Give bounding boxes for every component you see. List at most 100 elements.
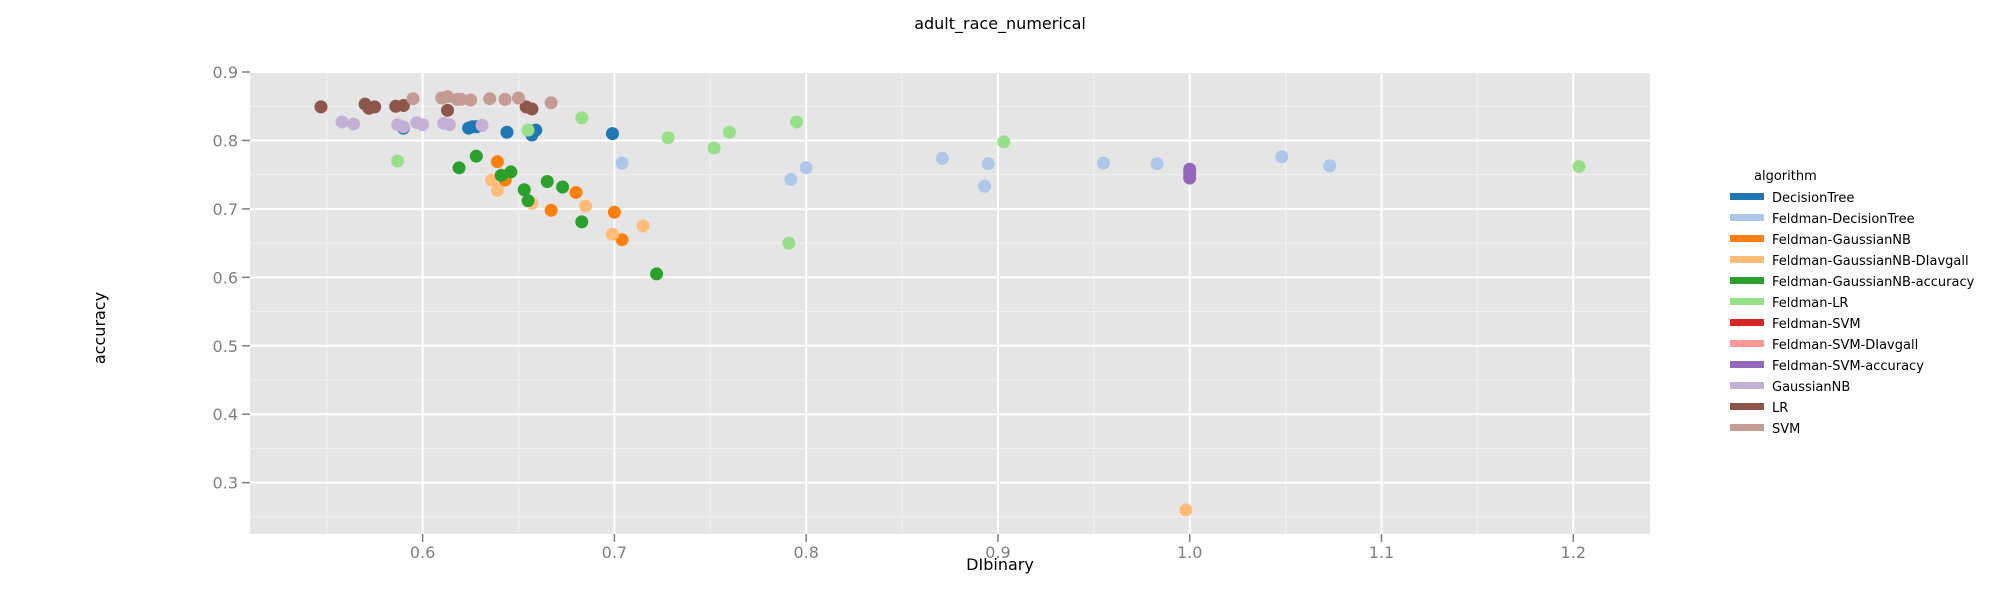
- data-point: [544, 203, 558, 217]
- legend-swatch: [1730, 361, 1764, 368]
- data-point: [490, 183, 504, 197]
- data-point: [978, 179, 992, 193]
- x-tick-label: 0.9: [985, 543, 1010, 562]
- legend-label: Feldman-GaussianNB-accuracy: [1772, 275, 1975, 290]
- data-point: [1275, 150, 1289, 164]
- y-tick-label: 0.9: [213, 63, 238, 82]
- plot-background: [250, 72, 1650, 534]
- data-point: [396, 120, 410, 134]
- legend-swatch: [1730, 424, 1764, 431]
- legend-swatch: [1730, 277, 1764, 284]
- minor-gridlines: [250, 72, 1650, 534]
- data-point: [569, 185, 583, 199]
- legend-swatch: [1730, 298, 1764, 305]
- major-gridlines: [250, 71, 1650, 534]
- data-point: [511, 91, 525, 105]
- data-point: [314, 100, 328, 114]
- data-point: [517, 183, 531, 197]
- legend-swatch: [1730, 193, 1764, 200]
- data-point: [615, 156, 629, 170]
- legend-label: Feldman-GaussianNB: [1772, 233, 1911, 248]
- data-point: [504, 165, 518, 179]
- data-point: [1572, 159, 1586, 173]
- data-point: [441, 103, 455, 117]
- data-point: [1150, 157, 1164, 171]
- x-tick-label: 1.1: [1369, 543, 1394, 562]
- data-point: [575, 111, 589, 125]
- data-point: [485, 173, 499, 187]
- legend-label: GaussianNB: [1772, 380, 1850, 395]
- legend-swatch: [1730, 235, 1764, 242]
- y-tick-label: 0.5: [213, 337, 238, 356]
- legend-label: Feldman-LR: [1772, 296, 1848, 311]
- y-tick-label: 0.3: [213, 474, 238, 493]
- data-point: [540, 175, 554, 189]
- data-point: [1096, 156, 1110, 170]
- data-point: [605, 227, 619, 241]
- data-point: [335, 115, 349, 129]
- data-point: [452, 161, 466, 175]
- legend-label: Feldman-SVM: [1772, 317, 1861, 332]
- legend-label: Feldman-DecisionTree: [1772, 212, 1915, 227]
- data-point: [1179, 503, 1193, 517]
- data-point: [661, 131, 675, 145]
- x-tick-label: 0.7: [602, 543, 627, 562]
- legend-label: Feldman-GaussianNB-DIavgall: [1772, 254, 1969, 269]
- y-tick-label: 0.7: [213, 200, 238, 219]
- legend-swatch: [1730, 256, 1764, 263]
- y-axis-title: accuracy: [90, 292, 109, 364]
- chart-title: adult_race_numerical: [914, 14, 1086, 34]
- data-point: [368, 100, 382, 114]
- y-tick-label: 0.6: [213, 268, 238, 287]
- data-point: [525, 102, 539, 116]
- data-point: [454, 92, 468, 106]
- data-point: [498, 92, 512, 106]
- data-point: [391, 154, 405, 168]
- data-point: [556, 180, 570, 194]
- data-point: [521, 123, 535, 137]
- data-point: [615, 233, 629, 247]
- x-tick-label: 1.2: [1561, 543, 1586, 562]
- data-point: [469, 149, 483, 163]
- legend-swatch: [1730, 319, 1764, 326]
- x-tick-label: 0.8: [793, 543, 818, 562]
- data-point: [416, 118, 430, 132]
- data-points: [314, 90, 1586, 517]
- data-point: [406, 92, 420, 106]
- data-point: [605, 127, 619, 141]
- data-point: [396, 99, 410, 113]
- data-point: [650, 267, 664, 281]
- y-tick-label: 0.8: [213, 131, 238, 150]
- legend-swatch: [1730, 214, 1764, 221]
- data-point: [790, 115, 804, 129]
- x-axis-title: DIbinary: [966, 555, 1034, 574]
- legend-swatch: [1730, 403, 1764, 410]
- legend-swatch: [1730, 382, 1764, 389]
- data-point: [607, 205, 621, 219]
- data-point: [981, 157, 995, 171]
- legend-label: LR: [1772, 401, 1788, 416]
- data-point: [1323, 159, 1337, 173]
- legend-label: Feldman-SVM-DIavgall: [1772, 338, 1918, 353]
- legend-title: algorithm: [1754, 169, 1817, 184]
- legend-swatch: [1730, 340, 1764, 347]
- data-point: [997, 135, 1011, 149]
- legend: algorithm DecisionTree Feldman-DecisionTr…: [1730, 169, 1975, 437]
- data-point: [575, 215, 589, 229]
- data-point: [782, 236, 796, 250]
- legend-label: Feldman-SVM-accuracy: [1772, 359, 1924, 374]
- data-point: [483, 92, 497, 106]
- data-point: [707, 141, 721, 155]
- data-point: [442, 118, 456, 132]
- y-axis: 0.3 0.4 0.5 0.6 0.7 0.8 0.9: [213, 63, 250, 493]
- x-tick-label: 1.0: [1177, 543, 1202, 562]
- legend-label: DecisionTree: [1772, 191, 1854, 206]
- x-tick-label: 0.6: [410, 543, 435, 562]
- data-point: [722, 125, 736, 139]
- data-point: [784, 172, 798, 186]
- legend-label: SVM: [1772, 422, 1800, 437]
- data-point: [799, 161, 813, 175]
- data-point: [521, 194, 535, 208]
- x-axis: 0.6 0.7 0.8 0.9 1.0 1.1 1.2: [410, 534, 1586, 562]
